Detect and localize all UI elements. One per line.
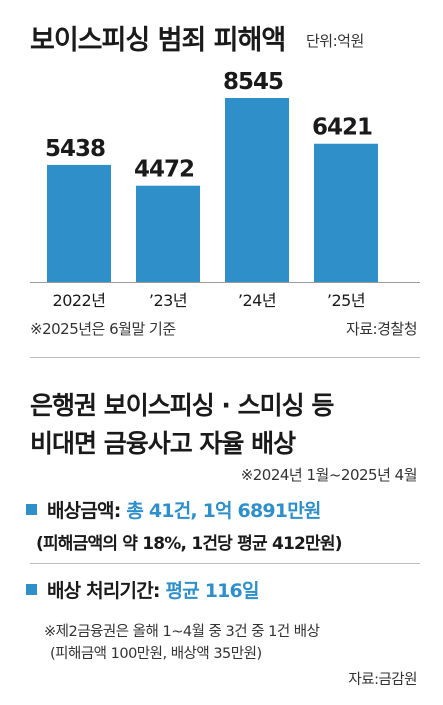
- chart-source: 자료:경찰청: [345, 320, 418, 338]
- bar: [314, 143, 378, 282]
- processing-period-label: 배상 처리기간:: [47, 580, 161, 602]
- item-divider: [30, 563, 420, 564]
- bullet-square-icon: [26, 584, 37, 595]
- bar-value-label: 8545: [223, 69, 283, 95]
- compensation-amount-row: 배상금액: 총 41건, 1억 6891만원: [26, 496, 321, 523]
- compensation-amount-detail: (피해금액의 약 18%, 1건당 평균 412만원): [36, 534, 342, 554]
- period-note: ※2024년 1월~2025년 4월: [240, 466, 418, 484]
- chart-unit: 단위:억원: [306, 32, 364, 50]
- section-title-line2: 비대면 금융사고 자율 배상: [30, 429, 296, 458]
- section-title-line1: 은행권 보이스피싱 · 스미싱 등: [30, 391, 334, 420]
- processing-period-value: 평균 116일: [165, 580, 260, 602]
- section-divider: [30, 357, 420, 358]
- compensation-amount-label: 배상금액:: [47, 500, 121, 522]
- bar: [47, 164, 111, 282]
- chart-title: 보이스피싱 범죄 피해액: [30, 25, 286, 56]
- bar-value-label: 5438: [45, 136, 105, 162]
- bar-value-label: 6421: [312, 115, 372, 141]
- processing-period-row: 배상 처리기간: 평균 116일: [26, 576, 259, 603]
- bullet-square-icon: [26, 504, 37, 515]
- secondary-finance-note: ※제2금융권은 올해 1~4월 중 3건 중 1건 배상: [44, 624, 320, 640]
- section-source: 자료:금감원: [348, 672, 417, 688]
- x-tick-label: 2022년: [53, 291, 106, 310]
- compensation-amount-value: 총 41건, 1억 6891만원: [126, 500, 321, 522]
- chart-footnote: ※2025년은 6월말 기준: [30, 320, 176, 338]
- bar: [136, 185, 200, 282]
- secondary-finance-detail: (피해금액 100만원, 배상액 35만원): [50, 646, 262, 662]
- x-tick-label: ’24년: [238, 291, 276, 310]
- x-tick-label: ’23년: [149, 291, 187, 310]
- bar-value-label: 4472: [134, 157, 194, 183]
- bar-chart: 5438 2022년 4472 ’23년 8545 ’24년 6421 ’25년: [30, 69, 420, 310]
- bar: [225, 98, 289, 282]
- x-tick-label: ’25년: [327, 291, 365, 310]
